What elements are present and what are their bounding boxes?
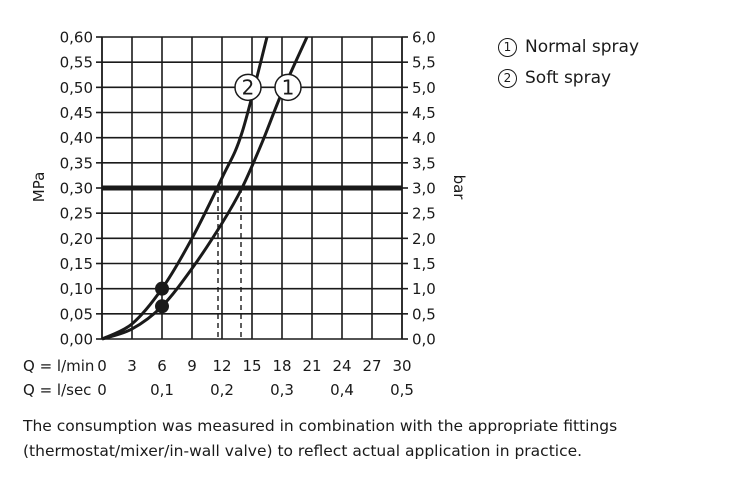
x-row-label: Q = l/sec: [23, 381, 91, 399]
x-tick-label: 0,3: [270, 381, 294, 399]
y-left-tick-label: 0,55: [60, 54, 93, 72]
legend-item-normal-spray: 1 Normal spray: [498, 32, 639, 63]
dashed-drop-lines: [217, 188, 242, 339]
y-right-tick-label: 1,5: [412, 255, 436, 273]
y-left-tick-label: 0,30: [60, 180, 93, 198]
legend-label-soft-spray: Soft spray: [525, 68, 612, 88]
curve-label-text: 2: [242, 75, 255, 99]
y-left-tick-label: 0,00: [60, 331, 93, 349]
x-tick-label: 24: [332, 357, 351, 375]
y-left-tick-label: 0,10: [60, 280, 93, 298]
x-tick-label: 0,4: [330, 381, 354, 399]
curve-label-text: 1: [282, 75, 295, 99]
x-tick-label: 15: [242, 357, 261, 375]
x-tick-label: 0: [97, 357, 107, 375]
x-tick-label: 0,5: [390, 381, 414, 399]
legend-symbol-1: 1: [498, 38, 517, 57]
y-left-tick-label: 0,40: [60, 129, 93, 147]
x-tick-label: 6: [157, 357, 167, 375]
x-tick-label: 0: [97, 381, 107, 399]
curve-label-circle: [234, 73, 262, 102]
y-right-tick-label: 3,0: [412, 180, 436, 198]
y-left-tick-label: 0,35: [60, 154, 93, 172]
x-tick-label: 0,2: [210, 381, 234, 399]
y-left-tick-label: 0,25: [60, 205, 93, 223]
x-row-label: Q = l/min: [23, 357, 94, 375]
y-left-tick-label: 0,45: [60, 104, 93, 122]
legend-item-soft-spray: 2 Soft spray: [498, 63, 639, 94]
x-tick-label: 0,1: [150, 381, 174, 399]
y-left-tick-label: 0,15: [60, 255, 93, 273]
data-marker: [155, 299, 169, 314]
legend-symbol-2: 2: [498, 69, 517, 88]
data-marker: [155, 281, 169, 296]
y-left-tick-label: 0,50: [60, 79, 93, 97]
y-right-tick-label: 6,0: [412, 29, 436, 47]
axis-ticks: 0,00 0,00,05 0,50,10 1,00,15 1,50,20 2,00,25 2…: [23, 29, 436, 400]
y-right-tick-label: 4,0: [412, 129, 436, 147]
x-tick-label: 12: [212, 357, 231, 375]
x-tick-label: 30: [392, 357, 411, 375]
x-tick-label: 18: [272, 357, 291, 375]
y-right-tick-label: 4,5: [412, 104, 436, 122]
y-left-tick-label: 0,20: [60, 230, 93, 248]
marker-group: [155, 281, 169, 314]
curve-2: [101, 36, 269, 341]
y-right-tick-label: 2,0: [412, 230, 436, 248]
y-right-tick-label: 1,0: [412, 280, 436, 298]
y-right-tick-label: 0,5: [412, 305, 436, 323]
y-right-tick-label: 5,5: [412, 54, 436, 72]
x-tick-label: 9: [187, 357, 197, 375]
y-left-tick-label: 0,60: [60, 29, 93, 47]
y-left-axis-title: MPa: [30, 172, 48, 203]
caption-text: The consumption was measured in combinat…: [23, 417, 618, 460]
y-right-tick-label: 2,5: [412, 205, 436, 223]
x-tick-label: 21: [302, 357, 321, 375]
y-right-axis-title: bar: [450, 175, 468, 201]
y-right-tick-label: 0,0: [412, 331, 436, 349]
legend: 1 Normal spray 2 Soft spray: [498, 32, 639, 94]
curve-label-circle: [274, 73, 302, 102]
legend-label-normal-spray: Normal spray: [525, 37, 640, 57]
y-left-tick-label: 0,05: [60, 305, 93, 323]
y-right-tick-label: 5,0: [412, 79, 436, 97]
x-tick-label: 3: [127, 357, 137, 375]
y-right-tick-label: 3,5: [412, 154, 436, 172]
x-tick-label: 27: [362, 357, 381, 375]
curve-1: [101, 36, 309, 341]
curve-group: [101, 36, 309, 341]
